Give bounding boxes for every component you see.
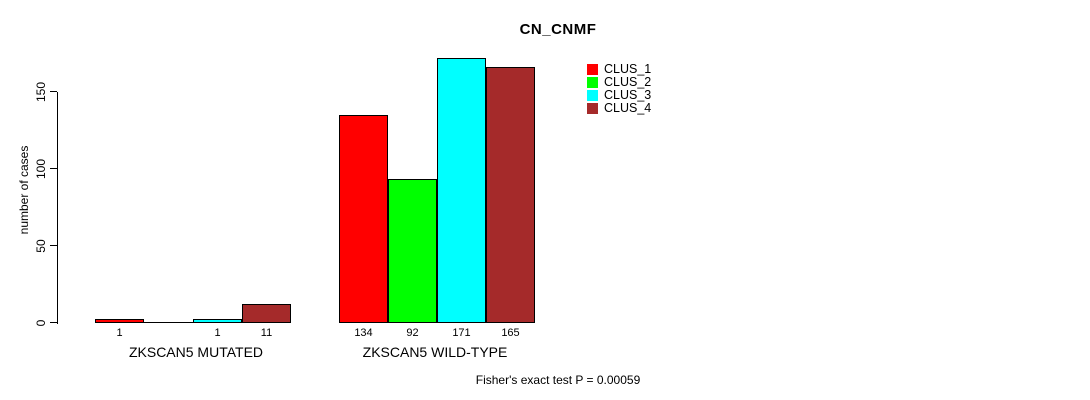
bar-value-label: 1 bbox=[214, 327, 221, 339]
x-group-label-wildtype: ZKSCAN5 WILD-TYPE bbox=[362, 344, 508, 360]
bar-value-label: 1 bbox=[116, 327, 123, 339]
bar bbox=[242, 304, 291, 323]
legend-swatch bbox=[587, 103, 598, 114]
bar-value-label bbox=[144, 327, 193, 339]
bar bbox=[388, 179, 437, 323]
y-tick-label: 0 bbox=[34, 319, 48, 327]
y-axis-label: number of cases bbox=[17, 145, 31, 235]
chart-title: CN_CNMF bbox=[519, 21, 597, 38]
legend-label: CLUS_4 bbox=[604, 101, 652, 115]
legend-label: CLUS_3 bbox=[604, 88, 652, 102]
y-tick-label: 100 bbox=[34, 158, 48, 180]
legend-label: CLUS_2 bbox=[604, 75, 652, 89]
legend-swatch bbox=[587, 90, 598, 101]
y-tick bbox=[50, 322, 57, 323]
bar bbox=[339, 115, 388, 323]
bar bbox=[193, 319, 242, 323]
bar-value-label: 92 bbox=[406, 327, 419, 339]
bar bbox=[95, 319, 144, 323]
bar bbox=[486, 67, 535, 323]
y-tick bbox=[50, 91, 57, 92]
y-axis-line bbox=[57, 92, 58, 324]
bar bbox=[144, 322, 193, 323]
bar bbox=[437, 58, 486, 323]
y-tick bbox=[50, 245, 57, 246]
bar-value-label: 11 bbox=[260, 327, 273, 339]
bar-value-label: 171 bbox=[452, 327, 471, 339]
fisher-test-annotation: Fisher's exact test P = 0.00059 bbox=[475, 373, 641, 387]
y-tick bbox=[50, 168, 57, 169]
bar-value-label: 134 bbox=[354, 327, 373, 339]
legend-label: CLUS_1 bbox=[604, 62, 652, 76]
y-tick-label: 150 bbox=[34, 81, 48, 103]
legend-swatch bbox=[587, 64, 598, 75]
legend-swatch bbox=[587, 77, 598, 88]
x-group-label-mutated: ZKSCAN5 MUTATED bbox=[128, 344, 264, 360]
y-tick-label: 50 bbox=[34, 239, 48, 253]
bar-value-label: 165 bbox=[501, 327, 520, 339]
